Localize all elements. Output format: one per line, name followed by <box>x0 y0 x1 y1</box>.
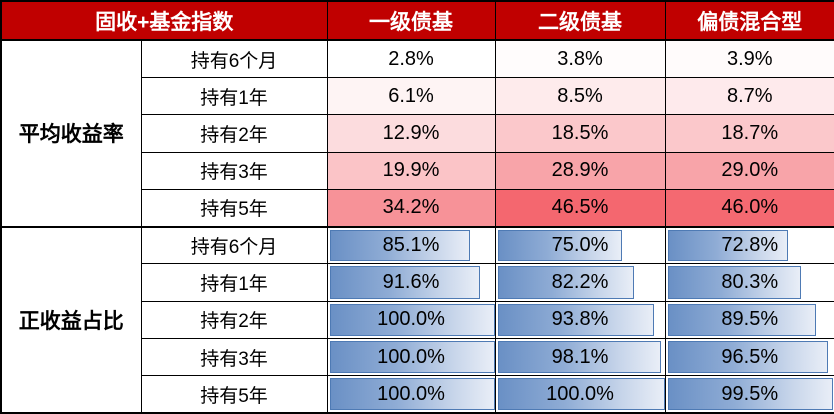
row-label: 持有5年 <box>140 188 328 228</box>
avg-return-cell: 2.8% <box>326 39 496 79</box>
avg-return-cell: 34.2% <box>326 188 496 228</box>
table-row: 持有2年 100.0% 93.8% 89.5% <box>1 300 834 339</box>
positive-ratio-cell: 85.1% <box>326 225 496 265</box>
data-bar <box>497 378 665 410</box>
data-bar <box>667 303 817 336</box>
table-row: 持有1年 6.1% 8.5% 8.7% <box>1 77 834 116</box>
row-label: 持有2年 <box>140 114 328 153</box>
positive-ratio-cell: 100.0% <box>326 375 496 414</box>
positive-ratio-value: 98.1% <box>551 345 609 368</box>
avg-return-cell: 18.7% <box>664 114 834 153</box>
avg-return-cell: 46.5% <box>494 188 666 228</box>
avg-return-cell: 28.9% <box>494 151 666 190</box>
positive-ratio-value: 89.5% <box>721 308 779 331</box>
section-label-positive-return-ratio: 正收益占比 <box>0 225 142 414</box>
row-label: 持有5年 <box>140 375 328 414</box>
row-label: 持有1年 <box>140 77 328 116</box>
positive-ratio-value: 100.0% <box>377 382 445 405</box>
positive-ratio-cell: 100.0% <box>494 375 666 414</box>
data-bar <box>329 229 470 262</box>
positive-ratio-value: 75.0% <box>551 233 609 256</box>
positive-ratio-value: 82.2% <box>551 271 609 293</box>
positive-ratio-value: 100.0% <box>546 382 614 405</box>
positive-ratio-cell: 91.6% <box>326 263 496 302</box>
table-row: 正收益占比 持有6个月 85.1% 75.0% 72.8% <box>0 225 834 414</box>
avg-return-cell: 3.9% <box>664 39 834 79</box>
table-row: 持有3年 100.0% 98.1% 96.5% <box>1 337 834 377</box>
positive-ratio-value: 85.1% <box>382 233 440 256</box>
table-row: 持有5年 100.0% 100.0% 99.5% <box>1 375 834 414</box>
positive-ratio-cell: 89.5% <box>664 300 834 339</box>
data-bar <box>667 266 801 299</box>
positive-ratio-cell: 96.5% <box>664 337 834 377</box>
avg-return-cell: 3.8% <box>494 39 666 79</box>
positive-ratio-cell: 72.8% <box>664 225 834 265</box>
table-row: 持有3年 19.9% 28.9% 29.0% <box>1 151 834 190</box>
data-bar <box>497 340 662 374</box>
header-col-secondary-bond: 二级债基 <box>494 0 666 42</box>
avg-return-cell: 12.9% <box>326 114 496 153</box>
row-label: 持有3年 <box>140 337 328 377</box>
data-bar <box>497 229 623 262</box>
header-col-bond-biased-hybrid: 偏债混合型 <box>664 0 834 42</box>
data-bar <box>497 266 635 299</box>
positive-ratio-cell: 82.2% <box>494 263 666 302</box>
avg-return-cell: 18.5% <box>494 114 666 153</box>
row-label: 持有6个月 <box>140 39 328 79</box>
data-bar <box>497 303 655 336</box>
header-row: 固收+基金指数 一级债基 二级债基 偏债混合型 <box>0 0 834 42</box>
positive-ratio-value: 80.3% <box>721 271 779 293</box>
positive-ratio-cell: 93.8% <box>494 300 666 339</box>
header-corner: 固收+基金指数 <box>0 0 328 42</box>
row-label: 持有6个月 <box>140 225 328 265</box>
row-label: 持有1年 <box>140 263 328 302</box>
positive-ratio-cell: 100.0% <box>326 300 496 339</box>
data-bar <box>329 378 495 410</box>
table-row: 平均收益率 持有6个月 2.8% 3.8% 3.9% <box>0 39 834 228</box>
avg-return-cell: 19.9% <box>326 151 496 190</box>
row-label: 持有2年 <box>140 300 328 339</box>
table-row: 持有2年 12.9% 18.5% 18.7% <box>1 114 834 153</box>
table-row: 持有5年 34.2% 46.5% 46.0% <box>1 188 834 228</box>
positive-ratio-value: 100.0% <box>377 345 445 368</box>
positive-ratio-value: 91.6% <box>382 271 440 293</box>
avg-return-cell: 29.0% <box>664 151 834 190</box>
positive-ratio-value: 100.0% <box>377 308 445 331</box>
section-label-average-return: 平均收益率 <box>0 39 142 228</box>
data-bar <box>667 378 834 410</box>
positive-ratio-value: 99.5% <box>721 382 779 405</box>
positive-ratio-value: 96.5% <box>721 345 779 368</box>
positive-ratio-cell: 100.0% <box>326 337 496 377</box>
avg-return-cell: 46.0% <box>664 188 834 228</box>
avg-return-cell: 6.1% <box>326 77 496 116</box>
data-bar <box>667 340 829 374</box>
header-col-primary-bond: 一级债基 <box>326 0 496 42</box>
table-row: 持有1年 91.6% 82.2% 80.3% <box>1 263 834 302</box>
row-label: 持有3年 <box>140 151 328 190</box>
positive-ratio-cell: 80.3% <box>664 263 834 302</box>
positive-ratio-cell: 99.5% <box>664 375 834 414</box>
positive-ratio-value: 93.8% <box>551 308 609 331</box>
avg-return-cell: 8.7% <box>664 77 834 116</box>
positive-ratio-cell: 98.1% <box>494 337 666 377</box>
positive-ratio-value: 72.8% <box>721 233 779 256</box>
avg-return-cell: 8.5% <box>494 77 666 116</box>
data-bar <box>329 303 495 336</box>
positive-ratio-cell: 75.0% <box>494 225 666 265</box>
data-bar <box>667 229 789 262</box>
data-bar <box>329 266 481 299</box>
data-bar <box>329 340 495 374</box>
